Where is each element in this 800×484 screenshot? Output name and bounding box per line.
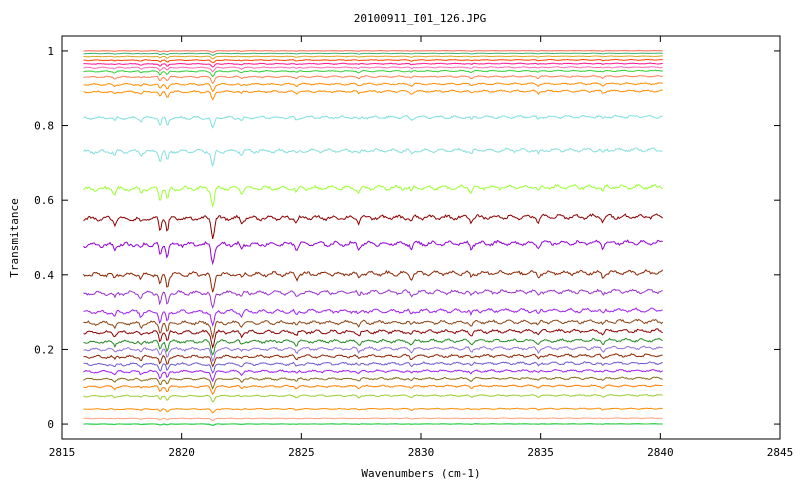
- series-line: [83, 55, 663, 60]
- series-line: [83, 376, 663, 390]
- series-line: [83, 353, 663, 368]
- series-line: [83, 393, 663, 403]
- series-line: [83, 62, 663, 68]
- y-tick-label: 0: [47, 418, 54, 431]
- series-line: [83, 318, 664, 340]
- y-tick-label: 1: [47, 45, 54, 58]
- series-line: [83, 239, 663, 266]
- series-line: [83, 288, 663, 310]
- series-line: [83, 337, 663, 356]
- series-line: [83, 183, 663, 208]
- series-line: [83, 52, 663, 56]
- series-line: [83, 328, 663, 350]
- series-layer: [83, 50, 664, 426]
- series-line: [83, 423, 663, 426]
- y-tick-label: 0.4: [34, 269, 54, 282]
- x-axis-label: Wavenumbers (cm-1): [361, 467, 480, 480]
- y-tick-label: 0.6: [34, 194, 54, 207]
- series-line: [83, 66, 663, 73]
- series-line: [83, 417, 663, 422]
- series-line: [83, 89, 663, 101]
- series-line: [83, 50, 663, 53]
- series-line: [83, 58, 663, 64]
- series-line: [83, 74, 663, 85]
- series-line: [83, 82, 663, 93]
- y-tick-label: 0.8: [34, 120, 54, 133]
- series-line: [83, 384, 663, 396]
- y-axis-ticks: 0 0.2 0.4 0.6 0.8 1: [34, 45, 780, 431]
- x-tick-label: 2835: [527, 446, 554, 459]
- x-tick-label: 2845: [767, 446, 794, 459]
- x-tick-label: 2825: [288, 446, 315, 459]
- x-tick-label: 2840: [647, 446, 674, 459]
- series-line: [83, 69, 663, 78]
- series-line: [83, 407, 663, 414]
- series-line: [83, 361, 663, 374]
- x-axis-ticks: 2815 2820 2825 2830 2835 2840 2845: [49, 36, 794, 459]
- x-tick-label: 2830: [408, 446, 435, 459]
- chart-title: 20100911_I01_126.JPG: [354, 12, 486, 25]
- x-tick-label: 2820: [168, 446, 195, 459]
- x-tick-label: 2815: [49, 446, 76, 459]
- y-tick-label: 0.2: [34, 343, 54, 356]
- series-line: [83, 368, 663, 383]
- series-line: [83, 147, 663, 168]
- series-line: [83, 269, 664, 293]
- series-line: [83, 213, 664, 240]
- y-axis-label: Transmitance: [8, 198, 21, 277]
- series-line: [83, 345, 663, 362]
- series-line: [83, 307, 663, 328]
- series-line: [83, 114, 663, 129]
